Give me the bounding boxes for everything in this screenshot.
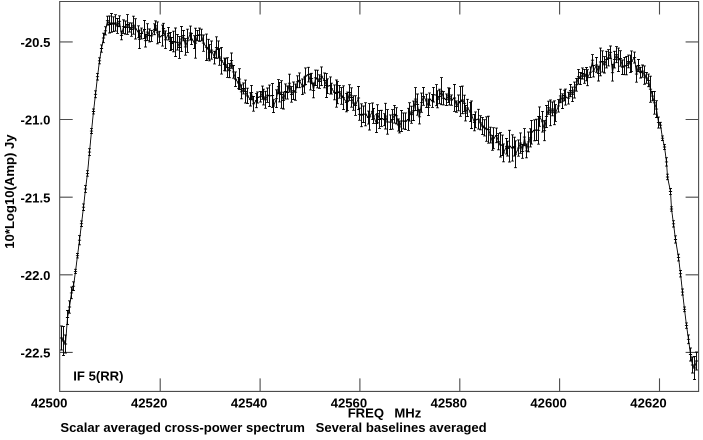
svg-text:42500: 42500: [31, 395, 67, 410]
svg-text:-22.0: -22.0: [21, 268, 51, 283]
svg-text:-21.0: -21.0: [21, 113, 51, 128]
svg-text:Scalar averaged cross-power sp: Scalar averaged cross-power spectrum: [60, 420, 305, 435]
svg-text:IF 5(RR): IF 5(RR): [73, 369, 123, 384]
svg-text:10*Log10(Amp) Jy: 10*Log10(Amp) Jy: [2, 134, 17, 249]
svg-text:Several baselines averaged: Several baselines averaged: [316, 420, 487, 435]
svg-text:MHz: MHz: [394, 406, 421, 421]
svg-text:-20.5: -20.5: [21, 35, 51, 50]
svg-text:42620: 42620: [630, 395, 666, 410]
svg-text:42520: 42520: [131, 395, 167, 410]
svg-text:42560: 42560: [331, 395, 367, 410]
svg-text:FREQ: FREQ: [348, 406, 384, 421]
svg-text:-22.5: -22.5: [21, 346, 51, 361]
svg-text:42580: 42580: [431, 395, 467, 410]
svg-text:42540: 42540: [231, 395, 267, 410]
svg-text:-21.5: -21.5: [21, 190, 51, 205]
svg-text:42600: 42600: [530, 395, 566, 410]
